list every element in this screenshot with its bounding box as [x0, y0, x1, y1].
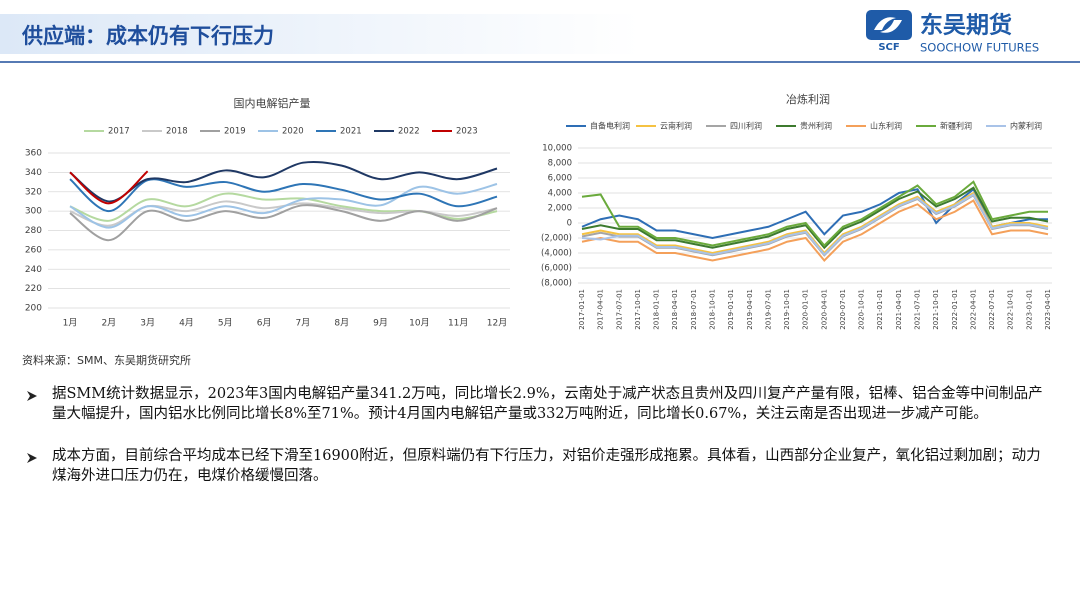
x-tick-label: 2月 — [101, 318, 116, 329]
series-line — [69, 178, 498, 213]
x-tick-label: 2018-04-01 — [671, 289, 679, 330]
x-tick-label: 2022-07-01 — [988, 289, 996, 330]
y-tick-label: (8,000) — [541, 279, 572, 289]
logo-mark-text: SCF — [878, 42, 899, 53]
x-tick-label: 2021-04-01 — [895, 289, 903, 330]
y-tick-label: 6,000 — [548, 174, 572, 184]
y-tick-label: 360 — [25, 149, 42, 159]
x-tick-label: 2018-07-01 — [690, 289, 698, 330]
header-band — [0, 14, 640, 54]
y-tick-label: (2,000) — [541, 234, 572, 244]
series-line — [581, 180, 1048, 247]
x-tick-label: 2023-01-01 — [1025, 289, 1033, 330]
x-tick-label: 7月 — [296, 318, 311, 329]
x-tick-label: 2019-04-01 — [746, 289, 754, 330]
x-tick-label: 2021-07-01 — [914, 289, 922, 330]
x-tick-label: 8月 — [334, 318, 349, 329]
logo-en: SOOCHOW FUTURES — [920, 41, 1039, 55]
bullet-text: 据SMM统计数据显示，2023年3国内电解铝产量341.2万吨，同比增长2.9%… — [52, 386, 1043, 422]
bullet-icon — [27, 453, 37, 463]
y-tick-label: 320 — [25, 187, 42, 197]
x-tick-label: 2021-01-01 — [876, 289, 884, 330]
series-line — [69, 160, 498, 203]
x-tick-label: 2017-01-01 — [578, 289, 586, 330]
legend-label: 内蒙利润 — [1010, 121, 1042, 131]
y-tick-label: 300 — [25, 207, 42, 217]
x-tick-label: 3月 — [140, 318, 155, 329]
x-tick-label: 10月 — [409, 318, 429, 329]
x-tick-label: 12月 — [487, 318, 507, 329]
x-tick-label: 2020-01-01 — [802, 289, 810, 330]
legend-label: 2018 — [166, 127, 188, 137]
x-tick-label: 2019-10-01 — [783, 289, 791, 330]
slide-title: 供应端：成本仍有下行压力 — [22, 24, 274, 48]
y-tick-label: 260 — [25, 245, 42, 255]
chart-title: 国内电解铝产量 — [234, 96, 311, 110]
series-line — [581, 193, 1049, 256]
series-line — [69, 183, 498, 229]
bullet-icon — [27, 391, 37, 401]
legend-label: 2021 — [340, 127, 362, 137]
legend-label: 2022 — [398, 127, 420, 137]
x-tick-label: 1月 — [63, 318, 78, 329]
chart-title: 冶炼利润 — [786, 92, 830, 106]
x-tick-label: 2020-04-01 — [820, 289, 828, 330]
x-tick-label: 2022-10-01 — [1007, 289, 1015, 330]
series-line — [581, 199, 1049, 262]
legend-label: 2017 — [108, 127, 130, 137]
x-tick-label: 2018-01-01 — [653, 289, 661, 330]
logo: SCF 东吴期货 SOOCHOW FUTURES — [866, 10, 1039, 55]
y-tick-label: 240 — [25, 265, 42, 275]
legend-label: 2020 — [282, 127, 304, 137]
logo-mark-bg — [866, 10, 912, 40]
x-tick-label: 11月 — [448, 318, 468, 329]
x-tick-label: 2019-01-01 — [727, 289, 735, 330]
y-tick-label: 10,000 — [542, 144, 572, 154]
y-tick-label: 4,000 — [548, 189, 572, 199]
legend-label: 山东利润 — [870, 121, 902, 131]
y-tick-label: 220 — [25, 284, 42, 294]
x-tick-label: 2017-07-01 — [615, 289, 623, 330]
series-line — [581, 187, 1048, 240]
y-tick-label: 200 — [25, 304, 42, 314]
legend-label: 贵州利润 — [800, 121, 832, 131]
legend-label: 四川利润 — [730, 121, 762, 131]
legend-label: 2023 — [456, 127, 478, 137]
x-tick-label: 2017-10-01 — [634, 289, 642, 330]
y-tick-label: (4,000) — [541, 249, 572, 259]
legend-label: 2019 — [224, 127, 246, 137]
x-tick-label: 2017-04-01 — [597, 289, 605, 330]
y-tick-label: 8,000 — [548, 159, 572, 169]
x-tick-label: 2022-04-01 — [969, 289, 977, 330]
x-tick-label: 4月 — [179, 318, 194, 329]
bullet-text: 成本方面，目前综合平均成本已经下滑至16900附近，但原料端仍有下行压力，对铝价… — [52, 448, 1041, 484]
series-line — [69, 204, 498, 242]
series-line — [581, 186, 1049, 250]
x-tick-label: 2020-10-01 — [858, 289, 866, 330]
series-line — [69, 170, 149, 205]
x-tick-label: 5月 — [218, 318, 233, 329]
x-tick-label: 2022-01-01 — [951, 289, 959, 330]
y-tick-label: 280 — [25, 226, 42, 236]
y-tick-label: 0 — [567, 219, 572, 229]
x-tick-label: 2021-10-01 — [932, 289, 940, 330]
legend-label: 自备电利润 — [590, 121, 630, 131]
y-tick-label: 2,000 — [548, 204, 572, 214]
x-tick-label: 2019-07-01 — [764, 289, 772, 330]
x-tick-label: 6月 — [257, 318, 272, 329]
x-tick-label: 2018-10-01 — [708, 289, 716, 330]
y-tick-label: 340 — [25, 168, 42, 178]
x-tick-label: 2020-07-01 — [839, 289, 847, 330]
logo-cn: 东吴期货 — [920, 12, 1012, 39]
x-tick-label: 9月 — [373, 318, 388, 329]
y-tick-label: (6,000) — [541, 264, 572, 274]
legend-label: 云南利润 — [660, 121, 692, 131]
legend-label: 新疆利润 — [940, 121, 972, 131]
source: 资料来源：SMM、东吴期货研究所 — [22, 354, 191, 367]
x-tick-label: 2023-04-01 — [1044, 289, 1052, 330]
logo-mark — [874, 17, 902, 33]
